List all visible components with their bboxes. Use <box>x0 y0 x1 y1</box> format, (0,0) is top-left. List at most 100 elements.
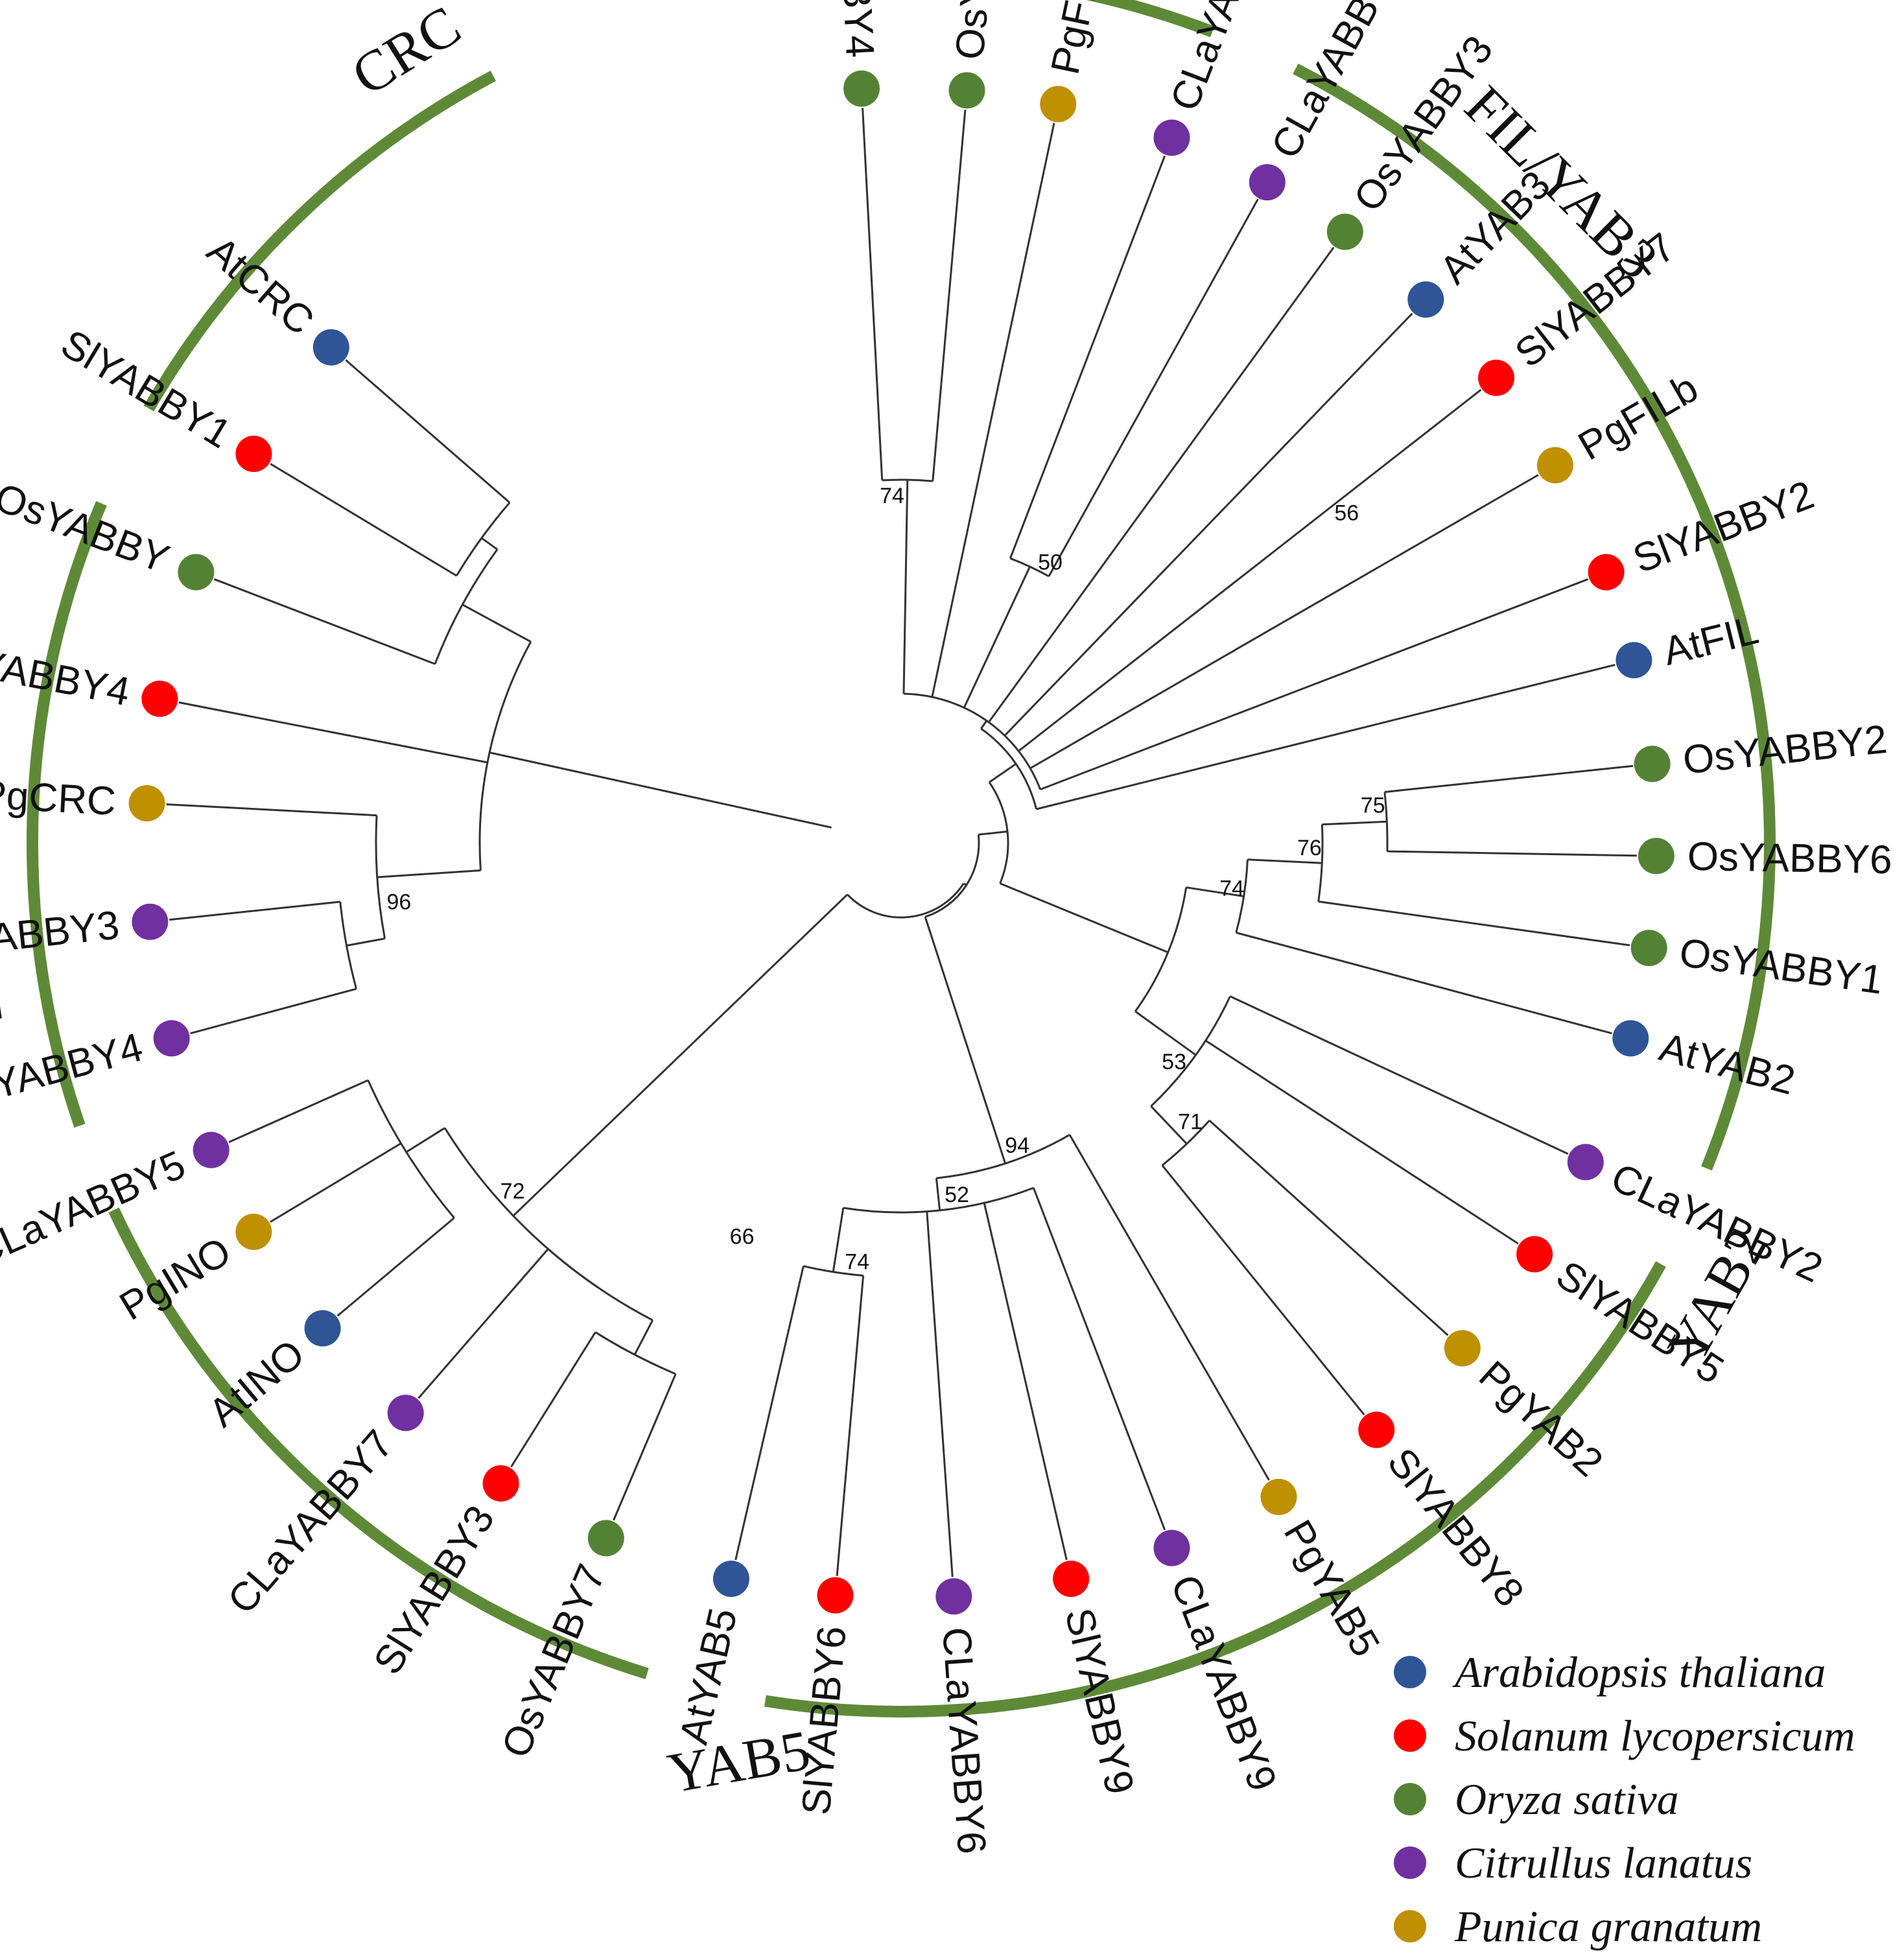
leaf-marker <box>235 1214 272 1250</box>
branch-line <box>832 1207 845 1273</box>
branch-line <box>836 1275 865 1576</box>
leaf-marker <box>1326 213 1363 250</box>
branch-line <box>1000 882 1169 954</box>
clade-ring-segment <box>764 1261 1666 1717</box>
branch-line <box>377 869 481 879</box>
leaf-marker <box>587 1520 624 1557</box>
bootstrap-value: 74 <box>1219 877 1244 901</box>
branch-arc <box>339 901 358 989</box>
leaf-label: OsYABBY6 <box>1687 834 1892 883</box>
clade-ring <box>26 0 1776 1717</box>
leaf-marker <box>132 903 169 940</box>
branch-line <box>862 108 884 480</box>
bootstrap-value: 53 <box>1162 1050 1186 1074</box>
legend-item: Arabidopsis thaliana <box>1394 1640 1855 1704</box>
branch-line <box>1018 389 1482 752</box>
branch-line <box>989 762 1017 783</box>
branch-line <box>406 1127 445 1153</box>
branch-line <box>1029 474 1539 770</box>
branch-line <box>1150 1105 1188 1145</box>
branch-line <box>178 701 488 764</box>
leaf-marker <box>193 1131 229 1168</box>
leaf-label: CLaYABBY3 <box>0 902 121 971</box>
leaf-marker <box>712 1561 749 1598</box>
leaf-label: PgFILa <box>1042 0 1113 78</box>
branch-line <box>1208 1120 1449 1336</box>
leaf-marker <box>1153 119 1190 156</box>
leaf-marker <box>235 436 272 472</box>
leaf-markers <box>128 70 1675 1615</box>
branch-line <box>1236 932 1612 1035</box>
leaf-label: OsYABBY1 <box>1676 930 1885 1003</box>
branch-line <box>935 1178 941 1211</box>
leaf-marker <box>1358 1411 1395 1448</box>
leaf-marker <box>178 554 215 591</box>
species-legend: Arabidopsis thaliana Solanum lycopersicu… <box>1394 1640 1855 1958</box>
leaf-marker <box>843 70 880 107</box>
branch-line <box>1004 313 1413 737</box>
leaf-marker <box>948 72 985 109</box>
branch-line <box>462 604 532 643</box>
branch-line <box>417 1248 549 1399</box>
branch-arc <box>903 692 1042 790</box>
branch-arc <box>924 834 980 918</box>
leaf-label: CLaYABBY5 <box>0 1142 192 1276</box>
leaf-label: PgYAB5 <box>1275 1513 1389 1664</box>
leaf-label: AtCRC <box>198 228 322 344</box>
branch-line <box>270 463 458 577</box>
branch-line <box>983 1203 1068 1561</box>
bootstrap-value: 94 <box>1005 1133 1029 1158</box>
solanum-dot-icon <box>1394 1719 1426 1752</box>
clade-ring-segment <box>1293 64 1776 1171</box>
leaf-marker <box>141 680 178 717</box>
branch-line <box>345 359 511 504</box>
leaf-label: SlYABBY1 <box>53 321 239 456</box>
branch-line <box>963 882 967 886</box>
leaf-marker <box>1040 86 1077 123</box>
branch-line <box>1247 858 1322 864</box>
branch-arc <box>547 1248 653 1321</box>
branch-line <box>1068 1134 1270 1481</box>
branch-line <box>932 110 967 482</box>
branch-line <box>735 1266 805 1561</box>
leaf-marker <box>817 1577 854 1614</box>
branch-line <box>931 123 1055 698</box>
leaf-marker <box>1612 1020 1649 1057</box>
leaf-label: AtYAB5 <box>672 1604 746 1749</box>
legend-label: Punica granatum <box>1455 1901 1763 1951</box>
leaf-label: SlYABBY4 <box>0 635 134 714</box>
leaf-marker <box>387 1395 424 1432</box>
branch-arc <box>1134 887 1188 1012</box>
bootstrap-value: 96 <box>386 890 411 915</box>
leaf-marker <box>1516 1236 1553 1273</box>
clade-label: CRC <box>342 0 472 108</box>
branch-line <box>1384 764 1633 794</box>
bootstrap-value: 74 <box>880 484 904 508</box>
branch-line <box>1040 578 1589 791</box>
legend-label: Citrullus lanatus <box>1455 1837 1753 1887</box>
branch-line <box>512 893 849 1217</box>
leaf-label: SlYABBY9 <box>1056 1604 1142 1799</box>
branch-line <box>510 1332 596 1468</box>
leaf-marker <box>153 1020 190 1057</box>
branch-line <box>613 1373 677 1521</box>
legend-label: Arabidopsis thaliana <box>1455 1647 1826 1697</box>
clade-ring-segment <box>26 501 107 1128</box>
branch-line <box>987 246 1335 723</box>
bootstrap-value: 50 <box>1038 550 1063 574</box>
branch-line <box>1134 1010 1197 1056</box>
bootstrap-value: 56 <box>1334 501 1359 525</box>
branch-line <box>336 1217 455 1317</box>
branch-line <box>228 1079 369 1143</box>
leaf-label: OsYABBY <box>0 475 175 582</box>
bootstrap-value: 76 <box>1297 836 1322 860</box>
leaf-marker <box>1407 281 1444 318</box>
branch-line <box>1032 1187 1166 1531</box>
leaf-label: OsYABBY4 <box>827 0 882 59</box>
legend-item: Oryza sativa <box>1394 1767 1855 1831</box>
bootstrap-value: 72 <box>500 1179 525 1203</box>
branch-line <box>1387 850 1637 857</box>
branch-line <box>169 901 340 921</box>
leaf-marker <box>1634 746 1671 783</box>
